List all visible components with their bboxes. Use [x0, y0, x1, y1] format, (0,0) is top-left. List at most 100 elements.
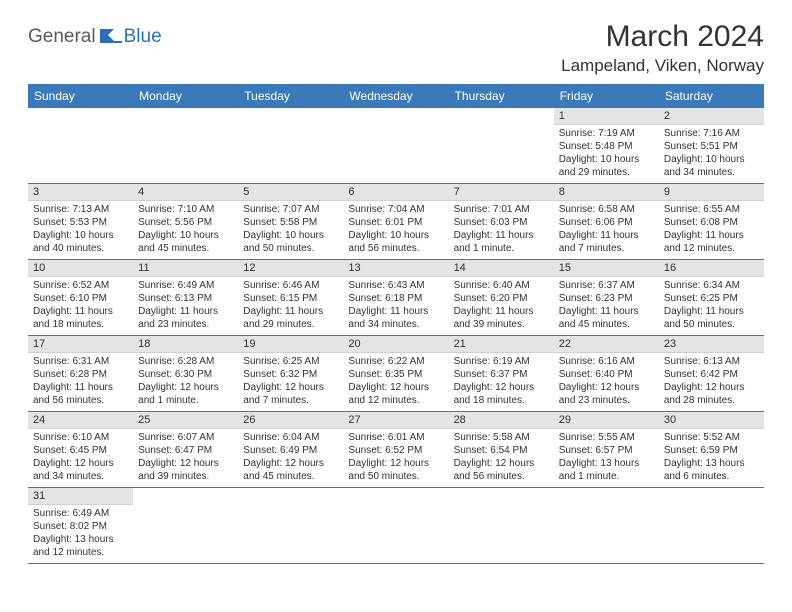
calendar-week-row: 10Sunrise: 6:52 AMSunset: 6:10 PMDayligh… — [28, 260, 764, 336]
calendar-empty-cell — [554, 488, 659, 564]
calendar-day-cell: 26Sunrise: 6:04 AMSunset: 6:49 PMDayligh… — [238, 412, 343, 488]
sunset-text: Sunset: 6:25 PM — [664, 292, 759, 305]
calendar-week-row: 31Sunrise: 6:49 AMSunset: 8:02 PMDayligh… — [28, 488, 764, 564]
calendar-week-row: 3Sunrise: 7:13 AMSunset: 5:53 PMDaylight… — [28, 184, 764, 260]
weekday-header: Friday — [554, 84, 659, 108]
sunrise-text: Sunrise: 6:31 AM — [33, 355, 128, 368]
sunrise-text: Sunrise: 6:40 AM — [454, 279, 549, 292]
calendar-day-cell: 16Sunrise: 6:34 AMSunset: 6:25 PMDayligh… — [659, 260, 764, 336]
sunset-text: Sunset: 6:49 PM — [243, 444, 338, 457]
calendar-day-cell: 18Sunrise: 6:28 AMSunset: 6:30 PMDayligh… — [133, 336, 238, 412]
calendar-day-cell: 14Sunrise: 6:40 AMSunset: 6:20 PMDayligh… — [449, 260, 554, 336]
day-details: Sunrise: 6:55 AMSunset: 6:08 PMDaylight:… — [659, 201, 764, 259]
sunset-text: Sunset: 6:15 PM — [243, 292, 338, 305]
sunrise-text: Sunrise: 6:43 AM — [348, 279, 443, 292]
day-number: 29 — [554, 412, 659, 429]
weekday-header: Monday — [133, 84, 238, 108]
calendar-empty-cell — [449, 488, 554, 564]
weekday-header: Wednesday — [343, 84, 448, 108]
sunset-text: Sunset: 6:28 PM — [33, 368, 128, 381]
day-number: 24 — [28, 412, 133, 429]
title-block: March 2024 Lampeland, Viken, Norway — [561, 20, 764, 76]
sunset-text: Sunset: 6:01 PM — [348, 216, 443, 229]
daylight-text: Daylight: 12 hours and 23 minutes. — [559, 381, 654, 407]
sunset-text: Sunset: 5:58 PM — [243, 216, 338, 229]
sunset-text: Sunset: 6:18 PM — [348, 292, 443, 305]
calendar-day-cell: 1Sunrise: 7:19 AMSunset: 5:48 PMDaylight… — [554, 108, 659, 184]
sunrise-text: Sunrise: 6:37 AM — [559, 279, 654, 292]
day-number: 1 — [554, 108, 659, 125]
sunset-text: Sunset: 6:47 PM — [138, 444, 233, 457]
daylight-text: Daylight: 12 hours and 12 minutes. — [348, 381, 443, 407]
sunrise-text: Sunrise: 6:07 AM — [138, 431, 233, 444]
calendar-day-cell: 25Sunrise: 6:07 AMSunset: 6:47 PMDayligh… — [133, 412, 238, 488]
daylight-text: Daylight: 11 hours and 34 minutes. — [348, 305, 443, 331]
sunset-text: Sunset: 6:32 PM — [243, 368, 338, 381]
sunrise-text: Sunrise: 6:16 AM — [559, 355, 654, 368]
daylight-text: Daylight: 11 hours and 50 minutes. — [664, 305, 759, 331]
day-details: Sunrise: 7:19 AMSunset: 5:48 PMDaylight:… — [554, 125, 659, 183]
sunrise-text: Sunrise: 6:10 AM — [33, 431, 128, 444]
sunset-text: Sunset: 6:54 PM — [454, 444, 549, 457]
sunset-text: Sunset: 6:23 PM — [559, 292, 654, 305]
day-details: Sunrise: 6:22 AMSunset: 6:35 PMDaylight:… — [343, 353, 448, 411]
day-number: 15 — [554, 260, 659, 277]
day-number: 4 — [133, 184, 238, 201]
day-details: Sunrise: 6:49 AMSunset: 6:13 PMDaylight:… — [133, 277, 238, 335]
weekday-header: Sunday — [28, 84, 133, 108]
calendar-day-cell: 6Sunrise: 7:04 AMSunset: 6:01 PMDaylight… — [343, 184, 448, 260]
day-details: Sunrise: 6:37 AMSunset: 6:23 PMDaylight:… — [554, 277, 659, 335]
day-details: Sunrise: 7:07 AMSunset: 5:58 PMDaylight:… — [238, 201, 343, 259]
sunset-text: Sunset: 6:06 PM — [559, 216, 654, 229]
calendar-empty-cell — [133, 108, 238, 184]
daylight-text: Daylight: 12 hours and 28 minutes. — [664, 381, 759, 407]
day-number: 10 — [28, 260, 133, 277]
location-text: Lampeland, Viken, Norway — [561, 56, 764, 76]
day-number: 7 — [449, 184, 554, 201]
sunset-text: Sunset: 5:48 PM — [559, 140, 654, 153]
daylight-text: Daylight: 12 hours and 1 minute. — [138, 381, 233, 407]
calendar-day-cell: 24Sunrise: 6:10 AMSunset: 6:45 PMDayligh… — [28, 412, 133, 488]
day-number: 26 — [238, 412, 343, 429]
daylight-text: Daylight: 11 hours and 45 minutes. — [559, 305, 654, 331]
daylight-text: Daylight: 13 hours and 6 minutes. — [664, 457, 759, 483]
sunrise-text: Sunrise: 6:52 AM — [33, 279, 128, 292]
day-details: Sunrise: 6:13 AMSunset: 6:42 PMDaylight:… — [659, 353, 764, 411]
daylight-text: Daylight: 10 hours and 50 minutes. — [243, 229, 338, 255]
day-details: Sunrise: 7:13 AMSunset: 5:53 PMDaylight:… — [28, 201, 133, 259]
sunset-text: Sunset: 6:03 PM — [454, 216, 549, 229]
daylight-text: Daylight: 12 hours and 50 minutes. — [348, 457, 443, 483]
sunset-text: Sunset: 6:59 PM — [664, 444, 759, 457]
daylight-text: Daylight: 10 hours and 40 minutes. — [33, 229, 128, 255]
day-number: 20 — [343, 336, 448, 353]
day-details: Sunrise: 6:43 AMSunset: 6:18 PMDaylight:… — [343, 277, 448, 335]
calendar-empty-cell — [133, 488, 238, 564]
day-details: Sunrise: 6:19 AMSunset: 6:37 PMDaylight:… — [449, 353, 554, 411]
calendar-empty-cell — [238, 108, 343, 184]
day-details: Sunrise: 6:34 AMSunset: 6:25 PMDaylight:… — [659, 277, 764, 335]
day-number: 28 — [449, 412, 554, 429]
sunset-text: Sunset: 6:52 PM — [348, 444, 443, 457]
sunset-text: Sunset: 5:53 PM — [33, 216, 128, 229]
daylight-text: Daylight: 12 hours and 39 minutes. — [138, 457, 233, 483]
day-number: 21 — [449, 336, 554, 353]
sunset-text: Sunset: 6:13 PM — [138, 292, 233, 305]
sunset-text: Sunset: 6:37 PM — [454, 368, 549, 381]
sunrise-text: Sunrise: 5:55 AM — [559, 431, 654, 444]
weekday-header-row: Sunday Monday Tuesday Wednesday Thursday… — [28, 84, 764, 108]
day-details: Sunrise: 6:07 AMSunset: 6:47 PMDaylight:… — [133, 429, 238, 487]
sunrise-text: Sunrise: 7:07 AM — [243, 203, 338, 216]
day-number: 11 — [133, 260, 238, 277]
day-details: Sunrise: 5:58 AMSunset: 6:54 PMDaylight:… — [449, 429, 554, 487]
sunset-text: Sunset: 6:20 PM — [454, 292, 549, 305]
daylight-text: Daylight: 10 hours and 29 minutes. — [559, 153, 654, 179]
daylight-text: Daylight: 10 hours and 34 minutes. — [664, 153, 759, 179]
calendar-day-cell: 15Sunrise: 6:37 AMSunset: 6:23 PMDayligh… — [554, 260, 659, 336]
sunrise-text: Sunrise: 6:34 AM — [664, 279, 759, 292]
calendar-day-cell: 11Sunrise: 6:49 AMSunset: 6:13 PMDayligh… — [133, 260, 238, 336]
daylight-text: Daylight: 12 hours and 45 minutes. — [243, 457, 338, 483]
sunset-text: Sunset: 6:42 PM — [664, 368, 759, 381]
logo-text-general: General — [28, 26, 96, 48]
calendar-day-cell: 19Sunrise: 6:25 AMSunset: 6:32 PMDayligh… — [238, 336, 343, 412]
day-details: Sunrise: 6:10 AMSunset: 6:45 PMDaylight:… — [28, 429, 133, 487]
